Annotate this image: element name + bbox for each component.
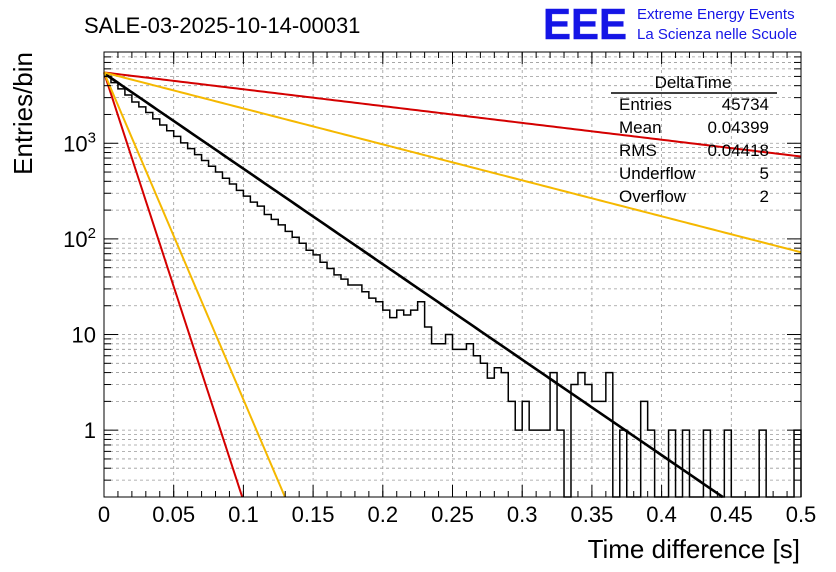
run-title: SALE-03-2025-10-14-00031 [84,13,360,38]
x-tick-label: 0 [98,502,110,527]
stats-overflow-label: Overflow [619,187,687,206]
y-tick-label: 103 [63,129,96,156]
curve-orange-fast [103,72,286,498]
x-tick-label: 0.25 [431,502,474,527]
stats-mean-label: Mean [619,118,662,137]
y-tick-label: 102 [63,225,96,252]
stats-mean-value: 0.04399 [708,118,769,137]
x-tick-label: 0.35 [570,502,613,527]
curve-red-slow [103,71,802,158]
x-tick-label: 0.1 [228,502,259,527]
stats-box: DeltaTime Entries 45734 Mean 0.04399 RMS… [611,73,777,206]
stats-title: DeltaTime [655,73,732,92]
x-axis: 0 0.05 0.1 0.15 0.2 0.25 0.3 0.35 0.4 0.45 0.5 [98,52,816,527]
x-tick-label: 0.5 [786,502,817,527]
x-tick-label: 0.3 [507,502,538,527]
y-axis: 1 10 102 103 [63,56,801,481]
y-tick-label: 1 [84,418,96,443]
stats-entries-value: 45734 [722,95,769,114]
y-axis-label: Entries/bin [8,52,38,175]
curve-red-fast [103,72,244,498]
x-axis-label: Time difference [s] [588,534,800,564]
curve-orange-slow [103,71,802,254]
x-tick-label: 0.4 [646,502,677,527]
stats-underflow-label: Underflow [619,164,696,183]
stats-entries-label: Entries [619,95,672,114]
histogram-outline [104,75,802,498]
x-tick-label: 0.2 [368,502,399,527]
stats-overflow-value: 2 [760,187,769,206]
x-tick-label: 0.15 [292,502,335,527]
x-tick-label: 0.45 [710,502,753,527]
stats-rms-value: 0.04418 [708,141,769,160]
stats-underflow-value: 5 [760,164,769,183]
fit-curves [103,71,802,499]
logo-line-2: La Scienza nelle Scuole [637,26,797,43]
eee-logo: EEE [543,0,627,49]
curve-fit [103,72,724,499]
stats-rms-label: RMS [619,141,657,160]
logo-line-1: Extreme Energy Events [637,6,795,23]
histogram [104,75,802,498]
y-tick-label: 10 [72,323,96,348]
x-tick-label: 0.05 [152,502,195,527]
